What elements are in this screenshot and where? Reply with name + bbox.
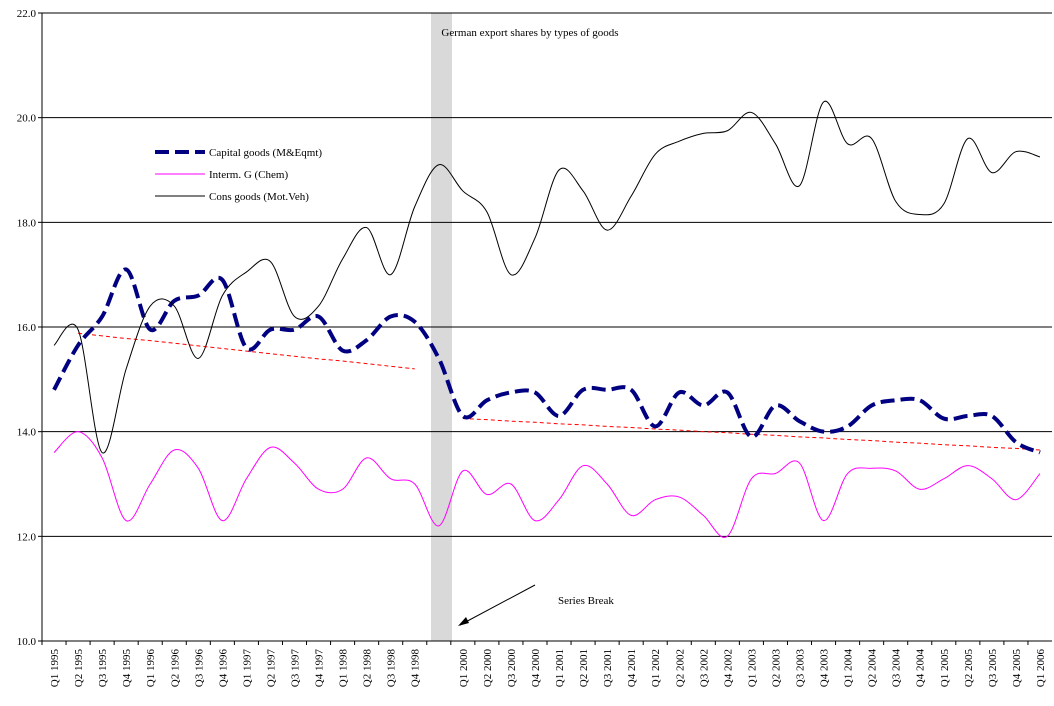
x-tick-label: Q1 2001 bbox=[554, 649, 566, 687]
x-tick-label: Q3 2004 bbox=[891, 649, 903, 688]
x-tick-label: Q4 2000 bbox=[530, 649, 542, 688]
trend-line bbox=[462, 418, 1041, 451]
x-tick-label: Q2 2002 bbox=[674, 649, 686, 687]
x-tick-label: Q2 2004 bbox=[867, 649, 879, 688]
annotation: Series Break bbox=[558, 595, 614, 607]
y-tick-label: 14.0 bbox=[17, 427, 37, 439]
x-tick-label: Q4 2002 bbox=[722, 649, 734, 687]
x-tick-label: Q1 1995 bbox=[49, 649, 61, 688]
series-line bbox=[52, 267, 1041, 455]
x-tick-label: Q4 2001 bbox=[626, 649, 638, 687]
x-tick-label: Q2 2000 bbox=[482, 649, 494, 688]
x-tick-label: Q1 2000 bbox=[458, 649, 470, 688]
x-tick-label: Q1 2002 bbox=[650, 649, 662, 687]
x-tick-label: Q3 2003 bbox=[795, 649, 807, 688]
trend-line bbox=[78, 332, 415, 370]
x-tick-label: Q1 2006 bbox=[1035, 649, 1047, 688]
x-tick-label: Q2 2001 bbox=[578, 649, 590, 687]
annotation-arrow bbox=[459, 584, 536, 626]
x-tick-label: Q4 1995 bbox=[121, 649, 133, 688]
x-tick-label: Q1 1996 bbox=[145, 649, 157, 688]
legend-label: Cons goods (Mot.Veh) bbox=[209, 191, 309, 203]
x-tick-label: Q2 2003 bbox=[770, 649, 782, 688]
y-tick-label: 18.0 bbox=[17, 217, 37, 229]
x-tick-label: Q4 1996 bbox=[217, 649, 229, 688]
legend-label: Interm. G (Chem) bbox=[209, 169, 288, 181]
x-tick-label: Q2 1998 bbox=[362, 649, 374, 688]
x-tick-label: Q1 2004 bbox=[843, 649, 855, 688]
x-tick-label: Q1 1998 bbox=[338, 649, 350, 688]
arrow-head bbox=[458, 617, 469, 626]
y-tick-label: 20.0 bbox=[17, 113, 37, 125]
x-tick-label: Q3 2000 bbox=[506, 649, 518, 688]
y-tick-label: 22.0 bbox=[17, 8, 37, 20]
x-tick-label: Q1 2005 bbox=[939, 649, 951, 688]
x-tick-label: Q4 2003 bbox=[819, 649, 831, 688]
x-tick-label: Q3 1995 bbox=[97, 649, 109, 688]
x-tick-label: Q1 1997 bbox=[241, 649, 253, 688]
x-tick-label: Q3 2002 bbox=[698, 649, 710, 687]
x-tick-label: Q3 1996 bbox=[193, 649, 205, 688]
series-line bbox=[53, 431, 1041, 538]
x-tick-label: Q4 1997 bbox=[314, 649, 326, 688]
x-tick-label: Q4 1998 bbox=[410, 649, 422, 688]
legend-label: Capital goods (M&Eqmt) bbox=[209, 147, 322, 159]
x-tick-label: Q3 2005 bbox=[987, 649, 999, 688]
x-tick-label: Q2 2005 bbox=[963, 649, 975, 688]
y-tick-label: 10.0 bbox=[17, 636, 37, 648]
y-tick-label: 16.0 bbox=[17, 322, 37, 334]
x-tick-label: Q4 2004 bbox=[915, 649, 927, 688]
x-tick-label: Q2 1997 bbox=[265, 649, 277, 688]
x-tick-label: Q4 2005 bbox=[1011, 649, 1023, 688]
x-tick-label: Q2 1995 bbox=[73, 649, 85, 688]
y-tick-label: 12.0 bbox=[17, 531, 37, 543]
x-tick-label: Q2 1996 bbox=[169, 649, 181, 688]
x-tick-label: Q3 1997 bbox=[290, 649, 302, 688]
x-tick-label: Q3 1998 bbox=[386, 649, 398, 688]
x-tick-label: Q3 2001 bbox=[602, 649, 614, 687]
series-line bbox=[53, 100, 1041, 454]
chart-title: German export shares by types of goods bbox=[441, 27, 618, 39]
x-tick-label: Q1 2003 bbox=[746, 649, 758, 688]
